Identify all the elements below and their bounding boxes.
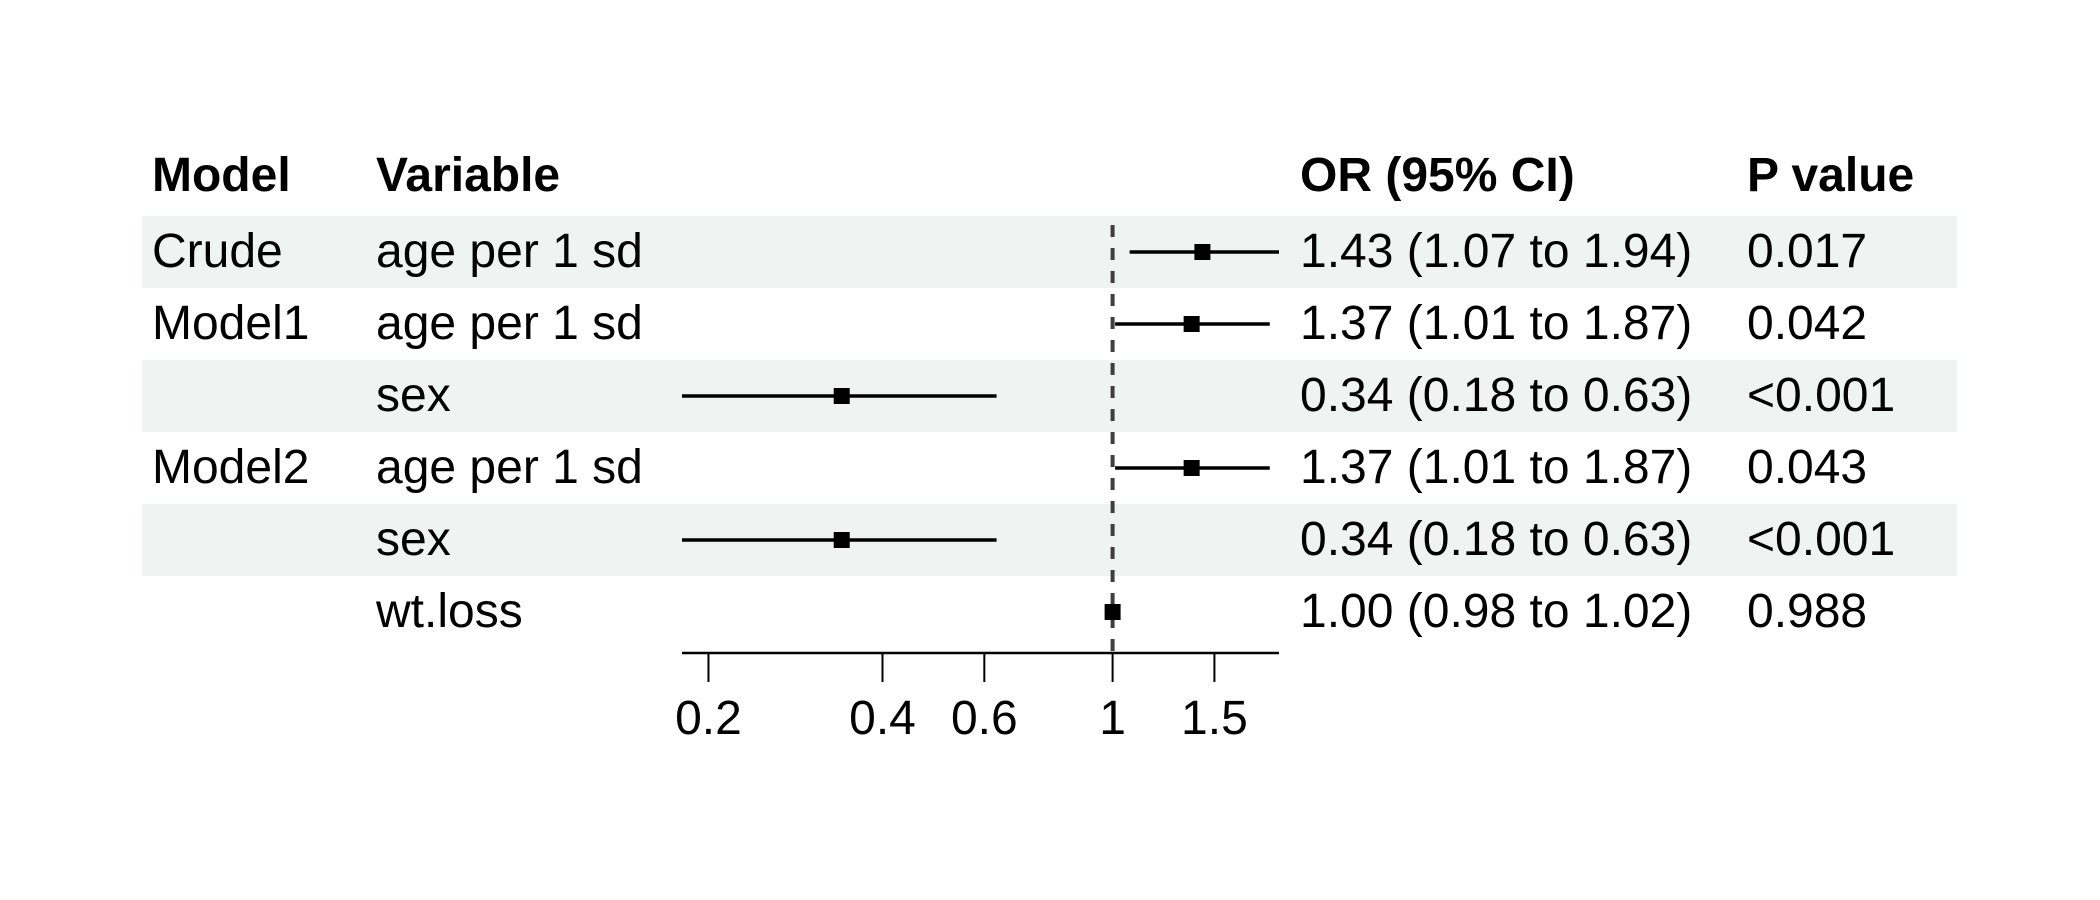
cell-model: Model2 (152, 441, 310, 494)
point-estimate-marker (833, 388, 850, 404)
cell-or_ci: 0.34 (0.18 to 0.63) (1300, 513, 1693, 566)
cell-p: <0.001 (1747, 513, 1896, 566)
cell-or_ci: 1.00 (0.98 to 1.02) (1300, 585, 1693, 638)
cell-variable: sex (376, 369, 451, 422)
cell-variable: sex (376, 513, 451, 566)
point-estimate-marker (1183, 316, 1200, 332)
row-stripe (142, 504, 1957, 576)
row-stripe (142, 216, 1957, 288)
cell-p: 0.042 (1747, 297, 1868, 350)
cell-model: Crude (152, 225, 283, 278)
cell-variable: age per 1 sd (376, 441, 643, 494)
x-axis-tick-label: 0.6 (951, 692, 1018, 745)
cell-model: Model1 (152, 297, 310, 350)
cell-or_ci: 1.43 (1.07 to 1.94) (1300, 225, 1693, 278)
cell-p: 0.017 (1747, 225, 1868, 278)
cell-variable: age per 1 sd (376, 225, 643, 278)
cell-p: 0.043 (1747, 441, 1868, 494)
row-stripe (142, 360, 1957, 432)
point-estimate-marker (833, 532, 850, 548)
x-axis-tick-label: 1.5 (1181, 692, 1248, 745)
point-estimate-marker (1104, 604, 1121, 620)
column-header-p-value: P value (1747, 149, 1915, 202)
x-axis-tick-label: 1 (1099, 692, 1126, 745)
cell-or_ci: 1.37 (1.01 to 1.87) (1300, 297, 1693, 350)
x-axis-tick-label: 0.4 (849, 692, 916, 745)
column-header-variable: Variable (376, 149, 561, 202)
x-axis-tick-label: 0.2 (675, 692, 742, 745)
cell-variable: age per 1 sd (376, 297, 643, 350)
cell-p: 0.988 (1747, 585, 1868, 638)
column-header-or-ci: OR (95% CI) (1300, 149, 1575, 202)
cell-p: <0.001 (1747, 369, 1896, 422)
cell-or_ci: 0.34 (0.18 to 0.63) (1300, 369, 1693, 422)
column-header-model: Model (152, 149, 291, 202)
point-estimate-marker (1194, 244, 1211, 260)
cell-or_ci: 1.37 (1.01 to 1.87) (1300, 441, 1693, 494)
point-estimate-marker (1183, 460, 1200, 476)
cell-variable: wt.loss (376, 585, 523, 638)
